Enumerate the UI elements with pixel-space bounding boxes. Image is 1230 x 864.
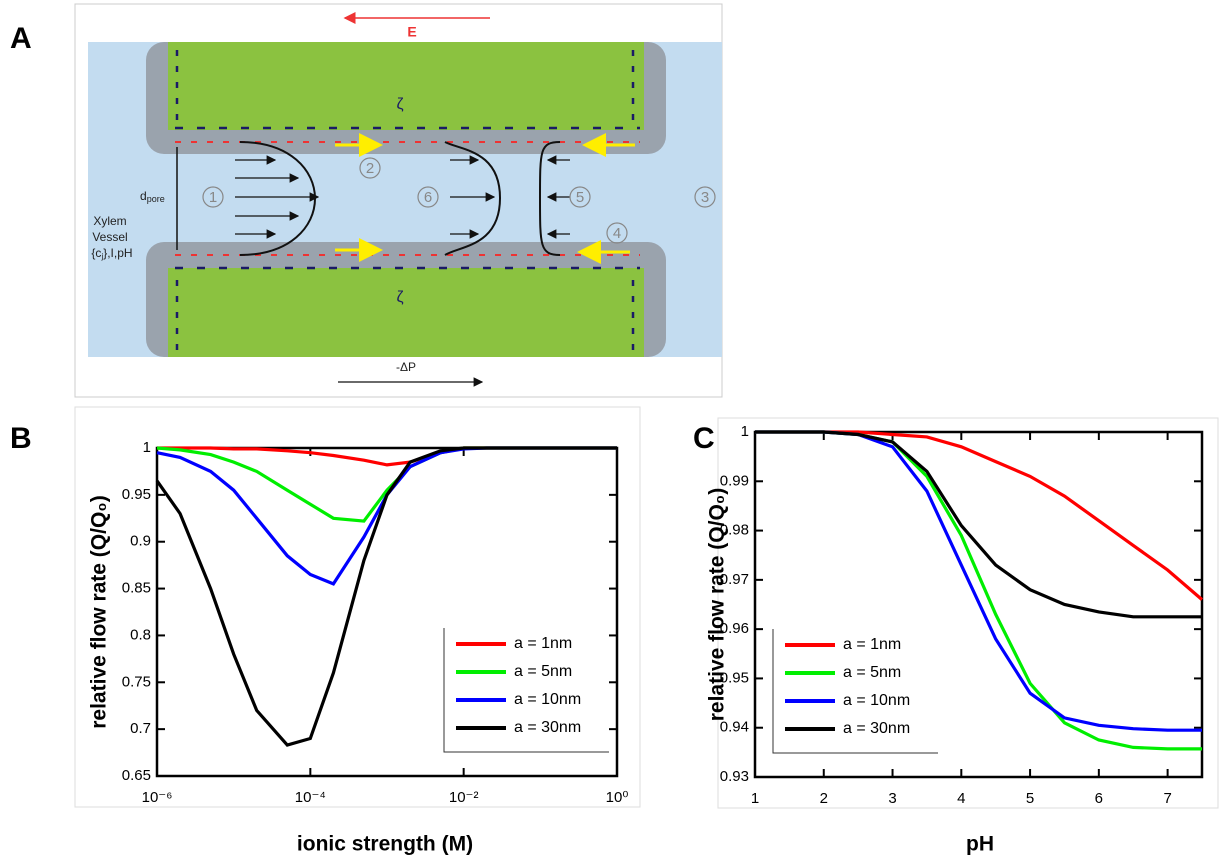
legend-frame: [443, 628, 609, 753]
step-circle: [606, 222, 628, 244]
step-circle: [359, 157, 381, 179]
x-tick-label: 10⁻⁶: [142, 789, 173, 806]
panel-label: C: [693, 422, 715, 455]
x-tick-label: 3: [888, 790, 896, 807]
series-line: [155, 446, 617, 747]
zeta-label: ζ: [396, 289, 403, 306]
plot-area: [155, 446, 619, 778]
vessel-conditions: {cj},I,pH: [91, 246, 132, 261]
legend-label: a = 30nm: [843, 720, 910, 737]
y-tick-label: 0.7: [130, 720, 151, 737]
pore-main: d: [140, 189, 147, 203]
legend-label: a = 10nm: [514, 691, 581, 708]
y-tick-label: 0.94: [720, 719, 749, 736]
velocity-profile: [539, 141, 561, 256]
y-tick-label: 0.8: [130, 626, 151, 643]
x-axis-title: pH: [966, 833, 994, 856]
y-tick-label: 0.99: [720, 472, 749, 489]
y-axis-title: relative flow rate (Q/Q₀): [706, 488, 729, 722]
ion-arrows: [335, 133, 635, 264]
y-tick-label: 0.9: [130, 533, 151, 550]
chart-frame: [74, 406, 641, 808]
panel-label: B: [10, 422, 32, 455]
vessel-label: Vessel: [92, 230, 127, 244]
wall-top-core: [168, 42, 644, 130]
x-tick-label: 6: [1095, 790, 1103, 807]
series-line: [755, 430, 1202, 732]
legend-label: a = 1nm: [514, 635, 572, 652]
velocity-profile: [444, 141, 502, 256]
chart: 10⁻⁶ 10⁻⁴ 10⁻² 10⁰ 0.65 0.7 0.75 0.8 0.85 0.9 0.95…: [74, 406, 641, 856]
x-tick-label: 2: [820, 790, 828, 807]
diagram: E -ΔP ζ ζ dpore Xylem Vessel {cj},I,pH 1…: [74, 3, 723, 398]
panel-label: A: [10, 22, 32, 55]
x-tick-label: 10⁻⁴: [295, 789, 326, 806]
legend-label: a = 30nm: [514, 719, 581, 736]
series-line: [157, 446, 617, 467]
field-label: E: [407, 24, 416, 40]
step-number: 4: [613, 225, 621, 242]
y-tick-label: 0.96: [720, 620, 749, 637]
pore-label: dpore: [140, 189, 165, 204]
step-circle: [417, 186, 439, 208]
step-number: 5: [576, 189, 584, 206]
wall-bottom-core: [168, 268, 644, 357]
step-number: 2: [366, 160, 374, 177]
y-tick-label: 1: [741, 423, 749, 440]
y-tick-label: 1: [143, 439, 151, 456]
plot-area: [753, 430, 1204, 779]
x-tick-label: 5: [1026, 790, 1034, 807]
chart: 1 2 3 4 5 6 7 0.93 0.94 0.95 0.96 0.97 0.98 0.99 1 pH re…: [706, 417, 1219, 856]
y-axis-title: relative flow rate (Q/Q₀): [88, 495, 111, 729]
step-circle: [569, 186, 591, 208]
x-tick-label: 4: [957, 790, 965, 807]
y-tick-label: 0.98: [720, 522, 749, 539]
step-number: 6: [424, 189, 432, 206]
legend-label: a = 10nm: [843, 692, 910, 709]
flow-arrows: [235, 155, 570, 239]
y-tick-label: 0.75: [122, 673, 151, 690]
y-tick-label: 0.95: [122, 486, 151, 503]
legend-label: a = 5nm: [514, 663, 572, 680]
text: j: [100, 252, 103, 261]
vessel-label: Xylem: [93, 214, 126, 228]
step-circle: [202, 186, 224, 208]
series-line: [156, 446, 617, 586]
x-tick-label: 7: [1163, 790, 1171, 807]
y-tick-label: 0.65: [122, 767, 151, 784]
x-tick-label: 1: [751, 790, 759, 807]
text: },I,pH: [103, 246, 132, 260]
step-circle: [694, 186, 716, 208]
x-axis-title: ionic strength (M): [297, 833, 473, 856]
y-tick-label: 0.95: [720, 669, 749, 686]
zeta-label: ζ: [396, 96, 403, 113]
chart-frame: [717, 417, 1219, 809]
step-number: 1: [209, 189, 217, 206]
text: {c: [91, 246, 101, 260]
series-line: [755, 430, 1202, 619]
pressure-label: -ΔP: [396, 360, 416, 374]
legend-frame: [772, 629, 938, 754]
step-number: 3: [701, 189, 709, 206]
pore-sub: pore: [147, 194, 165, 204]
y-tick-label: 0.85: [122, 580, 151, 597]
y-tick-label: 0.93: [720, 768, 749, 785]
y-tick-label: 0.97: [720, 571, 749, 588]
x-tick-label: 10⁻²: [449, 789, 479, 806]
legend-label: a = 5nm: [843, 664, 901, 681]
legend-label: a = 1nm: [843, 636, 901, 653]
x-tick-label: 10⁰: [606, 789, 629, 806]
